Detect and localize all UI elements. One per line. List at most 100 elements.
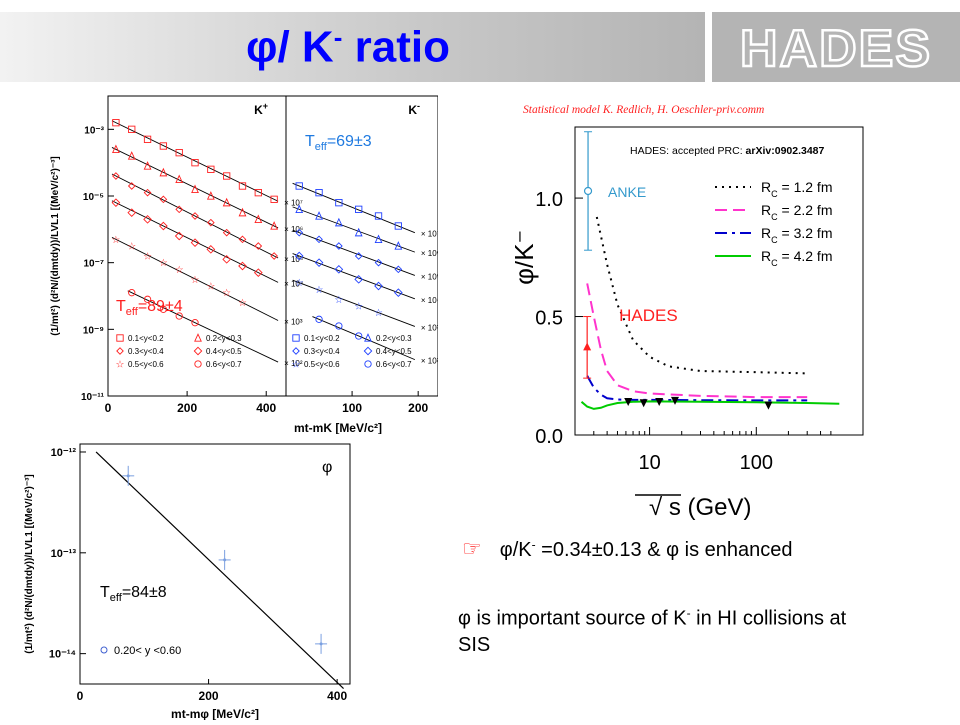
phi-xtick-label: 200 xyxy=(199,689,219,703)
kplus-xtick-label: 0 xyxy=(105,401,112,415)
kplus-scale-label: × 10⁶ xyxy=(284,225,303,234)
kminus-legend-label: 0.4<y<0.5 xyxy=(376,347,412,356)
ratio-legend-label: RC = 2.2 fm xyxy=(761,202,832,222)
kplus-point xyxy=(174,231,184,241)
ratio-xtick-label: 10 xyxy=(638,452,660,474)
phi-ytick-label: 10⁻¹² xyxy=(51,447,77,459)
kplus-title: K+ xyxy=(254,101,268,117)
kplus-ytick-label: 10⁻³ xyxy=(84,125,104,136)
kminus-fit-line xyxy=(292,279,416,327)
kplus-point xyxy=(254,214,263,223)
k-xlabel: mt-mK [MeV/c²] xyxy=(294,421,382,434)
kplus-point xyxy=(238,261,247,271)
kplus-ytick-label: 10⁻⁷ xyxy=(83,259,104,270)
teff-kminus-label: Teff=69±3 xyxy=(305,133,372,154)
kminus-point xyxy=(294,251,304,261)
kplus-legend-label: 0.1<y<0.2 xyxy=(128,334,164,343)
kminus-fit-line xyxy=(312,316,416,361)
phi-point xyxy=(223,558,227,562)
kminus-point xyxy=(374,281,383,291)
kminus-legend-marker xyxy=(364,333,372,342)
kminus-point xyxy=(315,211,323,220)
kplus-point: ☆ xyxy=(159,258,168,269)
kplus-point xyxy=(270,195,278,203)
kminus-scale-label: × 10⁴ xyxy=(421,296,438,305)
kplus-point xyxy=(128,289,136,297)
kminus-point xyxy=(374,258,383,267)
kminus-legend-label: 0.1<y<0.2 xyxy=(304,334,340,343)
kplus-point xyxy=(175,149,183,157)
kminus-fit-line xyxy=(292,182,416,234)
kminus-legend-marker xyxy=(364,360,372,368)
phi-frame xyxy=(79,443,351,685)
kplus-fit-line xyxy=(111,173,279,259)
kplus-point xyxy=(112,172,120,180)
reference-text: HADES: accepted PRC: arXiv:0902.3487 xyxy=(630,145,825,157)
kplus-scale-label: × 10⁴ xyxy=(284,279,304,288)
kplus-legend-marker: ☆ xyxy=(116,360,125,371)
kplus-point: ☆ xyxy=(143,252,152,263)
kplus-point xyxy=(143,295,152,303)
kplus-ytick-label: 10⁻⁵ xyxy=(83,192,104,203)
kminus-fit-line xyxy=(292,206,416,253)
ratio-ylabel: φ/K⁻ xyxy=(515,230,539,285)
kplus-legend-marker xyxy=(193,346,203,356)
kplus-point xyxy=(175,174,184,183)
hades-point xyxy=(583,342,592,351)
kminus-legend-label: 0.2<y<0.3 xyxy=(376,334,412,343)
kminus-point xyxy=(335,242,343,250)
kminus-point xyxy=(374,212,383,220)
kplus-point xyxy=(159,195,168,204)
ratio-xlabel: √ s (GeV) xyxy=(649,494,752,520)
slide-title: φ/ K- ratio xyxy=(246,22,450,72)
kplus-point xyxy=(191,212,199,220)
kminus-point xyxy=(295,228,304,237)
phi-xtick-label: 400 xyxy=(327,689,347,703)
ratio-legend-label: RC = 4.2 fm xyxy=(761,248,832,268)
phi-title: φ xyxy=(322,459,332,476)
kplus-legend-label: 0.3<y<0.4 xyxy=(128,347,164,356)
ratio-data-point xyxy=(764,401,773,410)
kplus-point xyxy=(223,172,231,180)
kminus-legend-marker xyxy=(292,347,300,355)
kminus-scale-label: × 10⁵ xyxy=(421,272,438,281)
kminus-point: ☆ xyxy=(354,302,363,313)
phi-ytick-label: 10⁻¹⁴ xyxy=(49,649,76,661)
phi-fit-line xyxy=(95,451,344,690)
hades-logo: HADES xyxy=(712,12,960,82)
kplus-point xyxy=(238,235,247,244)
kminus-scale-label: × 10⁶ xyxy=(421,249,438,258)
kminus-point xyxy=(295,204,304,213)
ratio-curve xyxy=(586,283,808,399)
kminus-xtick-label: 100 xyxy=(342,401,362,415)
kplus-legend-label: 0.5<y<0.6 xyxy=(128,360,164,369)
kplus-point xyxy=(191,184,199,193)
kplus-point xyxy=(191,319,199,327)
kminus-point xyxy=(394,288,403,298)
kminus-fit-line xyxy=(292,253,416,300)
ratio-curve xyxy=(586,375,808,402)
phi-point xyxy=(126,474,130,478)
kminus-scale-label: × 10⁷ xyxy=(421,230,438,239)
kplus-legend-marker xyxy=(116,334,124,342)
kminus-title: K- xyxy=(408,101,420,117)
kplus-point xyxy=(175,312,183,320)
kplus-xtick-label: 400 xyxy=(256,401,276,415)
phi-ytick-label: 10⁻¹³ xyxy=(51,548,77,560)
ratio-panel: 1.0 0.5 0.0 10 100 √ s (GeV) φ/K⁻ RC = 1.2 fm RC… xyxy=(509,95,905,521)
anke-point xyxy=(583,186,593,196)
kplus-point xyxy=(112,119,120,127)
ratio-legend-label: RC = 1.2 fm xyxy=(761,179,832,199)
kplus-point xyxy=(222,197,231,207)
header-band xyxy=(0,12,705,82)
kminus-point xyxy=(315,315,323,323)
ratio-xtick-label: 100 xyxy=(740,452,773,474)
kminus-point: ☆ xyxy=(334,295,343,306)
ratio-ytick-label: 0.5 xyxy=(535,308,563,330)
kplus-point xyxy=(238,207,247,217)
kplus-point xyxy=(253,268,263,278)
kminus-legend-marker: ☆ xyxy=(292,360,301,371)
kminus-legend-label: 0.5<y<0.6 xyxy=(304,360,340,369)
teff-phi-label: Teff=84±8 xyxy=(100,584,167,605)
kminus-point xyxy=(394,241,403,250)
